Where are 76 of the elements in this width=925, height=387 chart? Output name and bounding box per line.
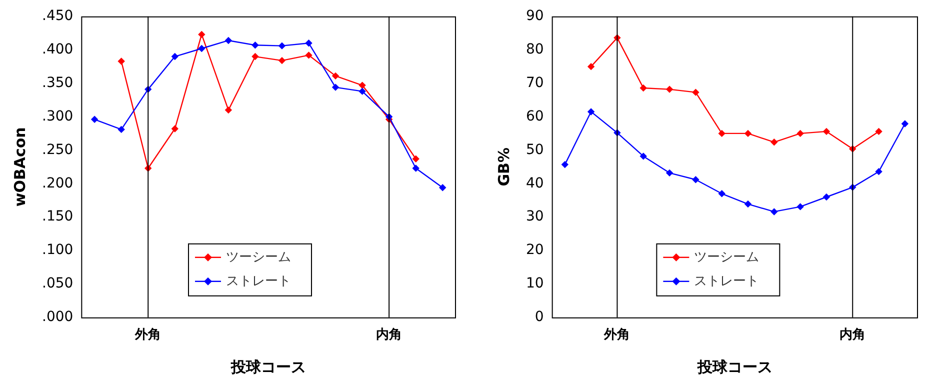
point <box>796 130 804 138</box>
point <box>666 169 674 177</box>
point <box>718 130 726 138</box>
point <box>587 108 595 116</box>
point <box>770 208 778 216</box>
point <box>770 138 778 146</box>
point <box>224 106 232 114</box>
point <box>305 52 312 59</box>
point <box>332 72 340 80</box>
y-tick-label: 50 <box>526 142 544 158</box>
point <box>692 88 700 96</box>
y-axis-title: GB% <box>494 148 513 186</box>
point <box>796 203 804 210</box>
y-tick-label: .250 <box>42 142 74 158</box>
point <box>198 30 206 38</box>
x-tick-label: 外角 <box>603 328 630 343</box>
y-tick-label: .150 <box>42 208 74 225</box>
y-tick-label: .050 <box>42 276 74 292</box>
point <box>587 62 595 70</box>
point <box>640 152 647 160</box>
point <box>252 42 259 49</box>
y-tick-label: 20 <box>526 242 544 258</box>
point <box>875 128 882 136</box>
point <box>718 190 726 198</box>
point <box>305 40 312 47</box>
point <box>822 128 830 136</box>
point <box>171 52 178 60</box>
point <box>901 120 909 128</box>
point <box>278 56 286 64</box>
point <box>822 193 830 201</box>
point <box>640 84 647 92</box>
point <box>90 116 98 124</box>
point <box>332 84 340 91</box>
legend-label: ツーシーム <box>694 250 760 265</box>
point <box>666 86 674 93</box>
y-axis-title: wOBAcon <box>10 127 29 207</box>
y-tick-label: 70 <box>526 74 544 91</box>
y-tick-label: 30 <box>526 208 544 225</box>
y-tick-label: .300 <box>42 108 74 124</box>
point <box>412 164 420 172</box>
x-tick-label: 外角 <box>134 328 162 343</box>
y-tick-label: .450 <box>42 8 74 24</box>
y-tick-label: 0 <box>534 309 544 326</box>
point <box>358 82 366 89</box>
point <box>224 36 232 44</box>
point <box>875 168 882 176</box>
point <box>439 184 446 192</box>
y-tick-label: .100 <box>42 242 74 258</box>
point <box>744 200 752 208</box>
y-tick-label: 40 <box>526 175 544 192</box>
point <box>118 126 125 134</box>
x-tick-label: 内角 <box>840 328 866 343</box>
y-tick-label: 60 <box>526 108 544 124</box>
point <box>252 52 259 60</box>
y-tick-label: 80 <box>526 41 544 58</box>
point <box>171 125 178 132</box>
point <box>561 160 568 168</box>
point <box>278 42 286 50</box>
y-tick-label: .000 <box>42 309 74 326</box>
point <box>744 130 752 138</box>
x-axis-title: 投球コース <box>230 358 306 376</box>
y-tick-label: .400 <box>42 41 74 58</box>
point <box>198 44 206 52</box>
y-tick-label: 10 <box>526 276 544 292</box>
legend-label: ストレート <box>226 274 291 289</box>
point <box>412 155 420 162</box>
legend-label: ツーシーム <box>226 250 291 265</box>
point <box>358 88 366 95</box>
x-tick-label: 内角 <box>376 328 402 343</box>
point <box>692 176 700 184</box>
y-tick-label: .350 <box>42 74 74 91</box>
legend-label: ストレート <box>694 274 760 289</box>
x-axis-title: 投球コース <box>696 358 772 376</box>
point <box>118 58 125 65</box>
y-tick-label: 90 <box>526 8 544 24</box>
y-tick-label: .200 <box>42 175 74 192</box>
